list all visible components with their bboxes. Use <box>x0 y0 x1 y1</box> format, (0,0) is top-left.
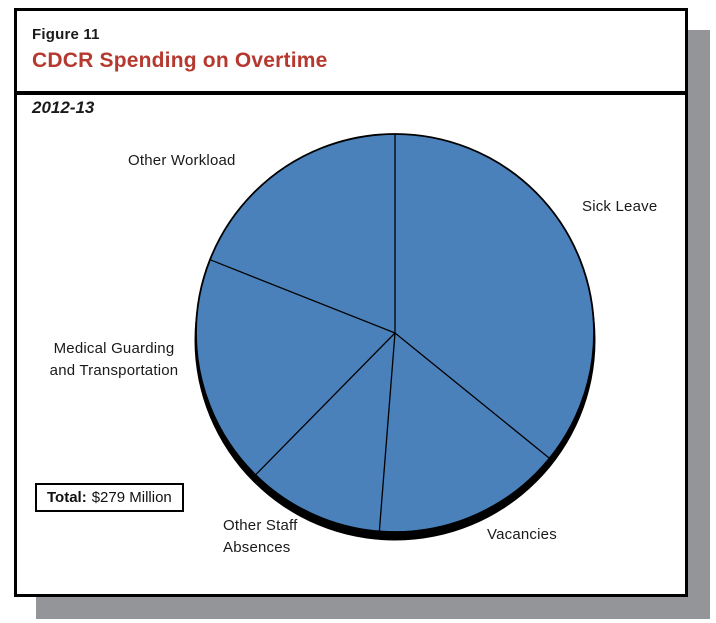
total-box: Total: $279 Million <box>35 483 184 512</box>
slice-boundary-line <box>394 332 550 459</box>
pie-chart <box>194 133 596 541</box>
slice-label-vacancies: Vacancies <box>487 526 557 543</box>
figure-subtitle: 2012-13 <box>32 98 95 117</box>
slice-label-other-workload: Other Workload <box>128 152 236 169</box>
figure-title: CDCR Spending on Overtime <box>32 49 328 72</box>
slice-boundary-line <box>209 259 396 334</box>
slice-label-medical-guarding: Medical Guarding and Transportation <box>49 340 179 379</box>
slice-label-sick-leave: Sick Leave <box>582 198 658 215</box>
slice-boundary-line <box>378 332 396 532</box>
figure-number: Figure 11 <box>32 26 100 43</box>
slice-label-other-staff-absences: Other Staff Absences <box>223 517 298 556</box>
slice-boundary-line <box>255 332 396 476</box>
total-value: $279 Million <box>91 489 172 506</box>
total-label: Total: <box>47 489 87 506</box>
header-divider <box>14 91 688 95</box>
